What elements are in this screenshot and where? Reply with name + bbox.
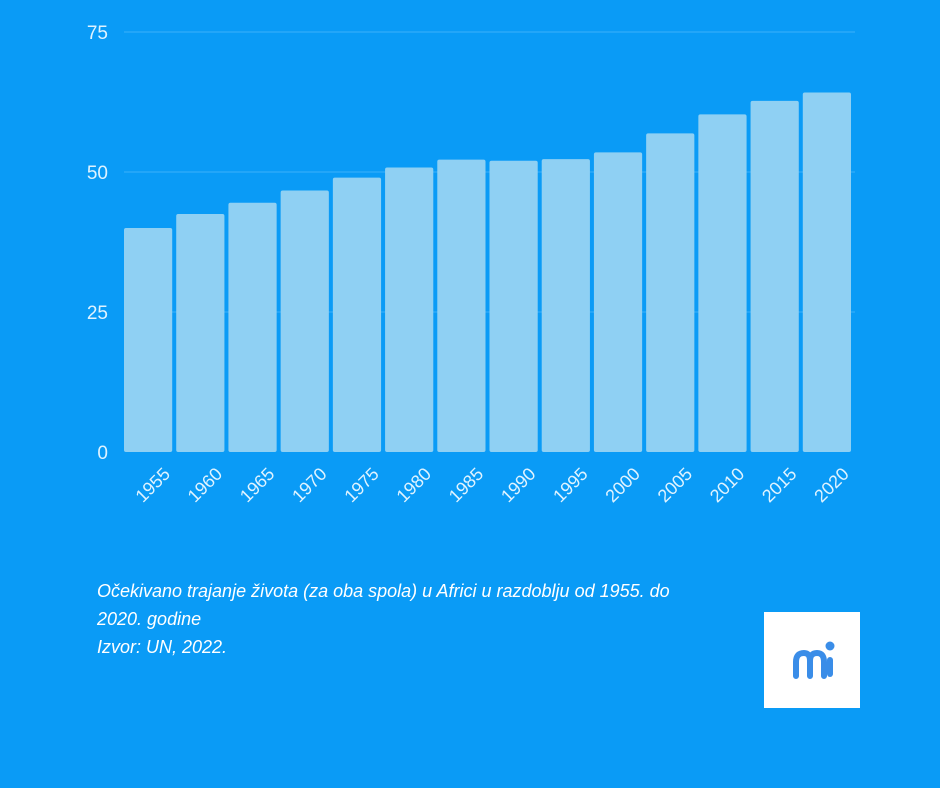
bar-2010: [698, 114, 747, 452]
x-tick-label-2010: 2010: [706, 464, 748, 506]
y-tick-label: 0: [97, 443, 108, 464]
chart-caption: Očekivano trajanje života (za oba spola)…: [97, 577, 717, 661]
bar-1995: [541, 159, 590, 452]
mi-logo-icon: [793, 641, 835, 679]
x-tick-label-1975: 1975: [340, 464, 382, 506]
x-tick-label-1970: 1970: [288, 464, 330, 506]
bar-chart: 0 25 50 75 1955 1960 1965 1970 1975 1980 1985 1990…: [87, 23, 855, 506]
y-tick-label: 75: [87, 23, 108, 44]
x-tick-label-1965: 1965: [236, 464, 278, 506]
x-tick-label-1980: 1980: [393, 464, 435, 506]
bar-2000: [593, 152, 643, 452]
bars: [124, 92, 851, 453]
caption-source: Izvor: UN, 2022.: [97, 637, 228, 657]
x-tick-label-1990: 1990: [497, 464, 539, 506]
x-tick-label-1985: 1985: [445, 464, 487, 506]
x-tick-label-1960: 1960: [184, 464, 226, 506]
bar-1980: [385, 167, 434, 452]
bar-1975: [332, 177, 382, 452]
x-tick-label-2020: 2020: [810, 464, 852, 506]
bar-2005: [646, 133, 695, 453]
bar-1960: [176, 214, 225, 452]
x-tick-label-2015: 2015: [758, 464, 800, 506]
mi-logo: [764, 612, 860, 708]
y-tick-label: 25: [87, 303, 108, 324]
x-tick-label-2005: 2005: [654, 464, 696, 506]
y-tick-label: 50: [87, 163, 108, 184]
bar-2020: [802, 92, 851, 452]
x-tick-label-1995: 1995: [549, 464, 591, 506]
x-tick-label-2000: 2000: [601, 464, 643, 506]
x-tick-label-1955: 1955: [132, 464, 174, 506]
caption-title-line2: 2020. godine: [97, 609, 202, 629]
y-axis-ticks: 0 25 50 75: [87, 23, 108, 464]
x-axis-ticks: 1955 1960 1965 1970 1975 1980 1985 1990 1995 2000…: [132, 464, 853, 506]
bar-1985: [437, 159, 486, 452]
bar-1990: [489, 160, 538, 453]
bar-2015: [750, 100, 799, 452]
bar-1965: [228, 202, 277, 452]
bar-1955: [124, 228, 173, 452]
caption-title-line1: Očekivano trajanje života (za oba spola)…: [97, 581, 670, 601]
bar-1970: [280, 190, 329, 453]
